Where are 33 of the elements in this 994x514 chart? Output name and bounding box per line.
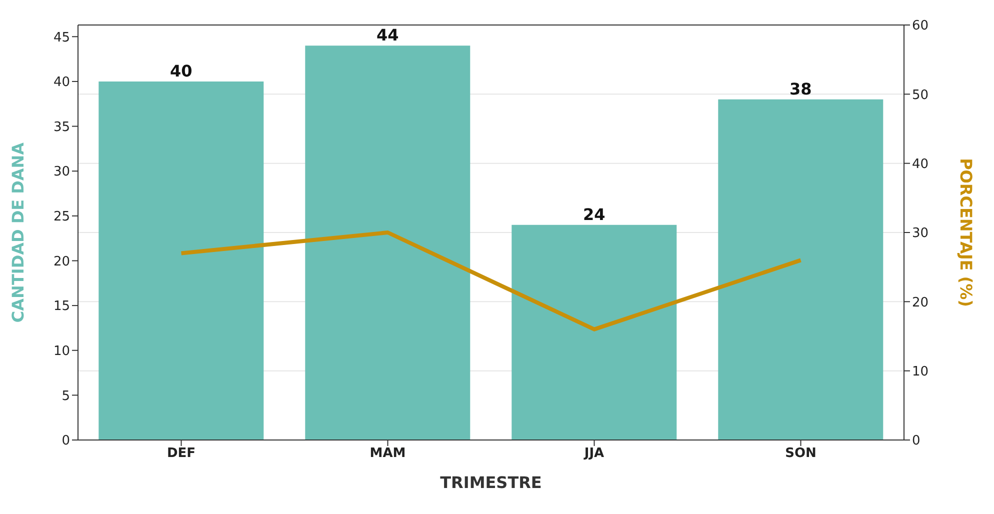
- y2-tick-label: 10: [912, 364, 929, 380]
- data-label: 24: [583, 204, 606, 224]
- x-tick-label: SON: [785, 446, 816, 462]
- bar: [718, 99, 884, 440]
- x-tick-label: MAM: [370, 446, 406, 462]
- y-tick-label: 25: [53, 210, 70, 225]
- y-tick-label: 0: [62, 434, 70, 449]
- y2-tick-label: 30: [912, 226, 929, 242]
- bar: [512, 224, 677, 440]
- y-tick-label: 30: [53, 164, 70, 180]
- y2-tick-label: 40: [912, 156, 929, 172]
- y2-tick-label: 60: [912, 18, 929, 34]
- y2-tick-label: 50: [912, 88, 929, 103]
- y-axis-title: CANTIDAD DE DANA: [8, 142, 28, 323]
- x-tick-label: DEF: [166, 446, 196, 462]
- y2-axis-title: PORCENTAJE (%): [956, 158, 976, 307]
- x-axis-title: TRIMESTRE: [440, 473, 542, 492]
- data-label: 38: [790, 79, 812, 98]
- data-label: 44: [376, 26, 399, 45]
- x-tick-label: JJA: [583, 446, 604, 462]
- data-label: 40: [170, 61, 192, 80]
- y-tick-label: 35: [53, 120, 70, 135]
- y-tick-label: 5: [62, 388, 70, 404]
- y2-tick-label: 20: [912, 295, 929, 310]
- y-tick-label: 20: [53, 254, 70, 270]
- bar: [305, 46, 470, 440]
- y-tick-label: 15: [53, 299, 70, 314]
- bar: [98, 81, 264, 440]
- y-tick-label: 40: [53, 75, 70, 90]
- line-series: [179, 230, 803, 332]
- y2-tick-label: 0: [912, 434, 920, 449]
- y-tick-label: 10: [53, 344, 70, 359]
- y-tick-label: 45: [53, 30, 70, 46]
